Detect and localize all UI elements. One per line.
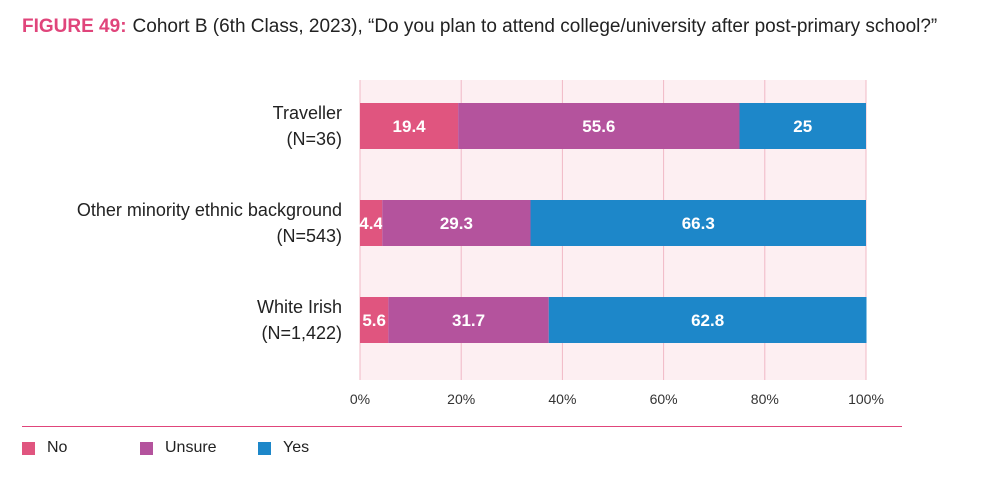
x-tick-label: 80%	[751, 391, 779, 407]
legend-swatch-unsure	[140, 441, 153, 455]
bar-no	[360, 200, 383, 246]
legend-label-yes: Yes	[283, 439, 310, 456]
legend-swatch-no	[22, 441, 35, 455]
bar-yes	[548, 297, 867, 343]
data-label: 29.3	[440, 214, 473, 233]
category-label: White Irish	[257, 297, 342, 317]
category-n-label: (N=1,422)	[261, 323, 342, 343]
data-label: 25	[793, 117, 812, 136]
bar-unsure	[388, 297, 549, 343]
x-tick-label: 40%	[548, 391, 576, 407]
data-label: 66.3	[682, 214, 715, 233]
category-n-label: (N=36)	[286, 129, 342, 149]
bar-unsure	[382, 200, 531, 246]
legend-divider	[22, 426, 902, 427]
category-n-label: (N=543)	[276, 226, 342, 246]
x-tick-label: 0%	[350, 391, 370, 407]
legend-label-unsure: Unsure	[165, 439, 217, 456]
data-label: 31.7	[452, 311, 485, 330]
legend-item-no: No	[22, 439, 140, 457]
bar-unsure	[458, 103, 740, 149]
legend-item-unsure: Unsure	[140, 439, 258, 457]
bar-no	[360, 103, 459, 149]
bar-no	[360, 297, 389, 343]
bar-yes	[739, 103, 866, 149]
data-label: 4.4	[359, 214, 383, 233]
x-tick-label: 20%	[447, 391, 475, 407]
data-label: 62.8	[691, 311, 724, 330]
category-label: Traveller	[273, 103, 342, 123]
x-tick-label: 100%	[848, 391, 884, 407]
figure-title: FIGURE 49: Cohort B (6th Class, 2023), “D…	[22, 16, 937, 38]
figure-title-text: Cohort B (6th Class, 2023), “Do you plan…	[132, 16, 938, 37]
category-label: Other minority ethnic background	[77, 200, 342, 220]
stacked-bar-chart: 0% 20% 40% 60% 80% 100% Traveller (N=36) Other m…	[77, 80, 884, 407]
legend-label-no: No	[47, 439, 68, 456]
x-tick-label: 60%	[650, 391, 678, 407]
legend-swatch-yes	[258, 441, 271, 455]
figure-label: FIGURE 49:	[22, 16, 127, 37]
data-label: 5.6	[362, 311, 386, 330]
bar-yes	[530, 200, 866, 246]
legend-item-yes: Yes	[258, 439, 376, 457]
data-label: 55.6	[582, 117, 615, 136]
data-label: 19.4	[393, 117, 427, 136]
legend: No Unsure Yes	[22, 439, 376, 457]
